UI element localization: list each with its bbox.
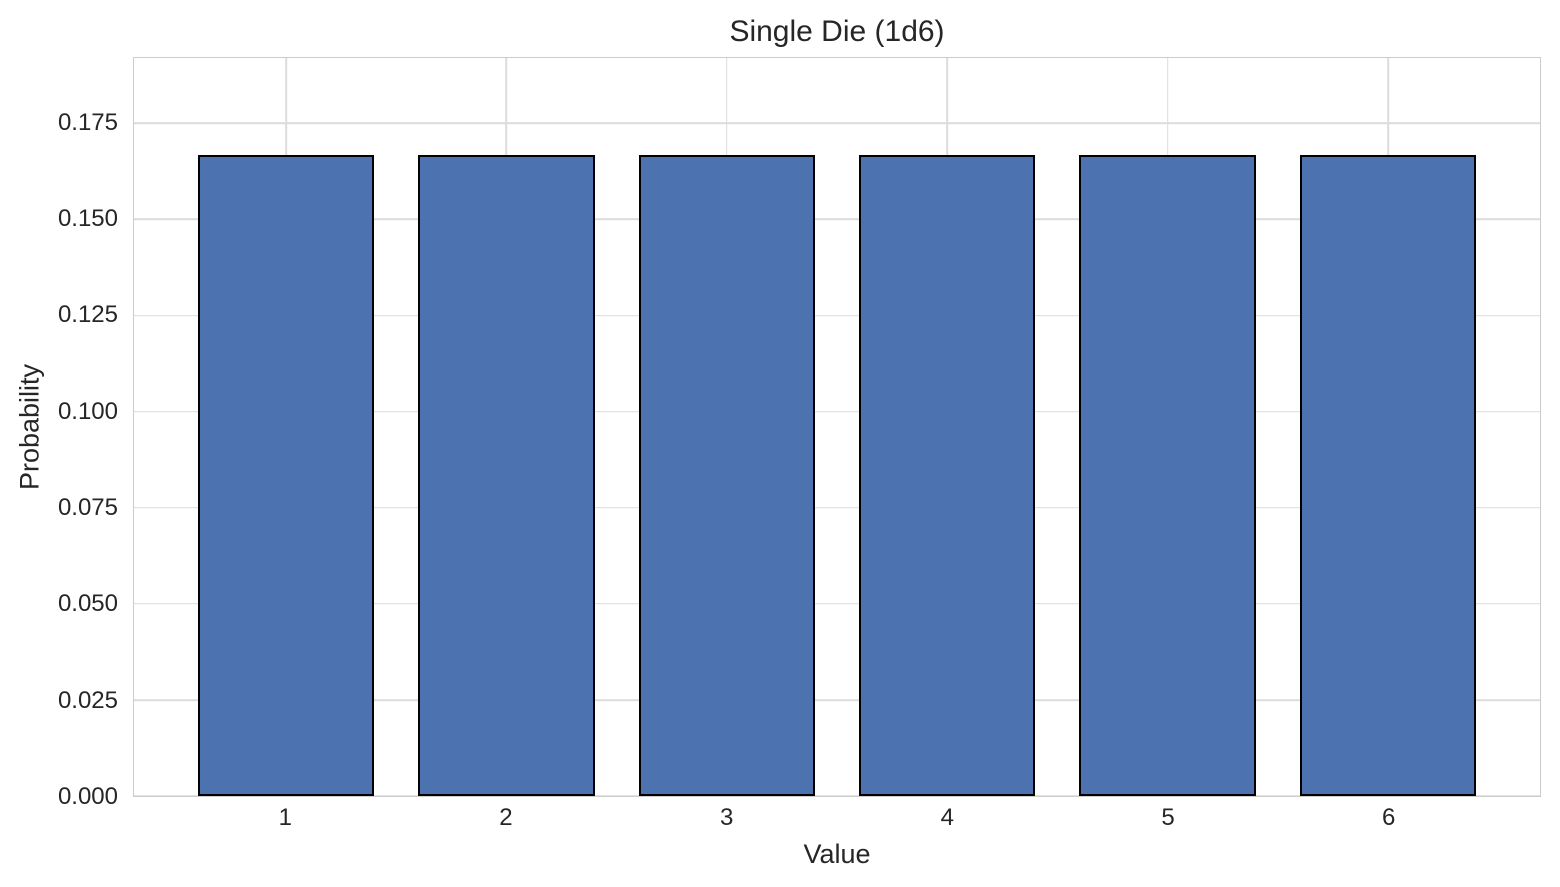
x-tick-label: 6 — [1382, 804, 1396, 831]
x-tick-label: 5 — [1161, 804, 1175, 831]
x-tick-label: 2 — [499, 804, 513, 831]
y-gridline — [134, 410, 1540, 413]
x-axis-label: Value — [803, 839, 871, 869]
y-gridline — [134, 795, 1540, 796]
chart-title: Single Die (1d6) — [729, 15, 945, 48]
x-tick-label: 3 — [719, 804, 734, 831]
x-tick-label: 4 — [940, 804, 955, 831]
x-tick-label: 1 — [278, 804, 292, 831]
y-gridline — [134, 218, 1540, 221]
y-gridline — [134, 314, 1540, 317]
bar-6 — [1299, 155, 1477, 796]
y-gridline — [134, 506, 1540, 509]
y-gridline — [134, 603, 1540, 605]
y-gridline — [134, 699, 1540, 701]
y-tick-label: 0.075 — [57, 493, 118, 521]
bar-3 — [638, 155, 815, 796]
bar-4 — [859, 155, 1036, 796]
y-gridline — [134, 122, 1540, 125]
y-tick-label: 0.125 — [57, 301, 118, 329]
bar-1 — [197, 155, 375, 796]
bar-5 — [1079, 155, 1256, 796]
y-tick-label: 0.000 — [57, 783, 118, 810]
y-axis-label: Probability — [14, 363, 45, 491]
y-tick-label: 0.025 — [57, 686, 118, 714]
y-tick-label: 0.150 — [57, 204, 118, 232]
y-tick-label: 0.175 — [57, 108, 118, 136]
y-tick-label: 0.050 — [57, 590, 118, 618]
plot-area — [133, 57, 1541, 797]
bar-2 — [418, 155, 595, 796]
